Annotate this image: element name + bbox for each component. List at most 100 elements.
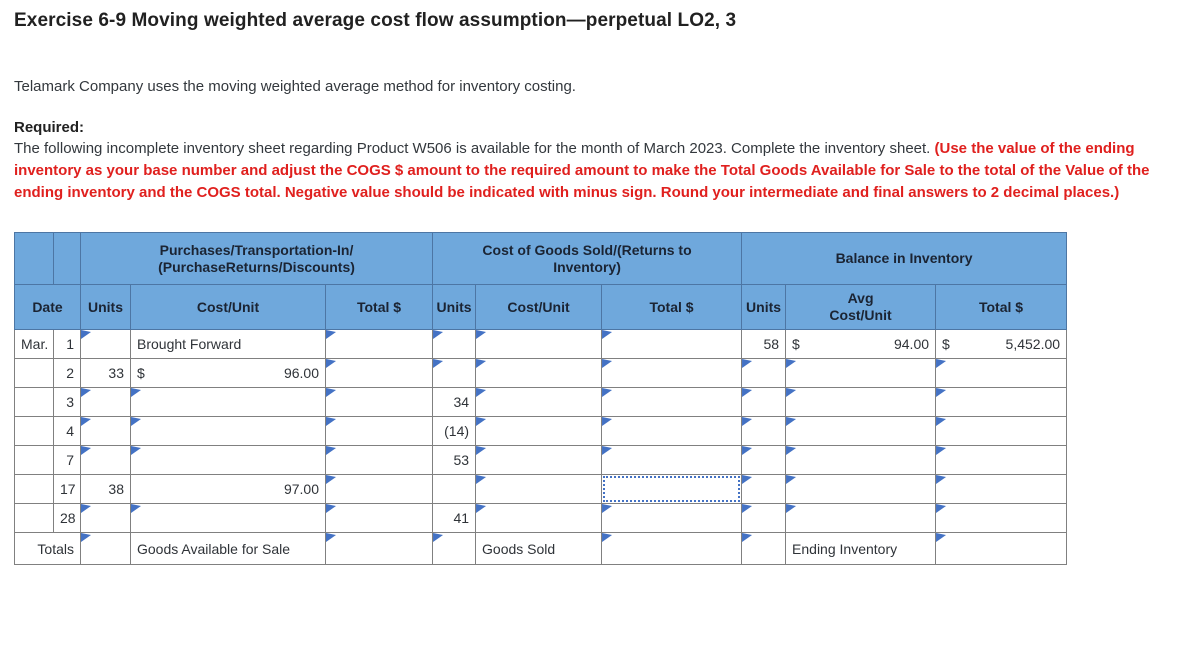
mar-2-purch-units-label: 33 (80, 358, 131, 388)
mar-1-purch-cost-unit-label: Brought Forward (130, 329, 326, 359)
mar-3-date-month-empty (14, 387, 54, 417)
required-instructions-red: (Use the value of the ending inventory a… (14, 140, 1150, 201)
mar-3-bal-units-input[interactable] (741, 387, 787, 417)
required-text: The following incomplete inventory sheet… (14, 140, 935, 157)
mar-3-cogs-cost-unit-input[interactable] (475, 387, 603, 417)
header-spacer-day (53, 232, 81, 285)
totals-cogs-units-input[interactable] (432, 532, 477, 565)
totals-cogs-cost-unit-label: Goods Sold (475, 532, 603, 565)
mar-4-bal-avg-cost-unit-input[interactable] (785, 416, 937, 446)
mar-17-date-month-empty (14, 474, 54, 504)
table-row-mar-7: 7 53 (14, 445, 1068, 475)
totals-purch-cost-unit-label: Goods Available for Sale (130, 532, 326, 565)
mar-28-bal-units-input[interactable] (741, 503, 787, 533)
mar-3-purch-units-input[interactable] (80, 387, 131, 417)
mar-7-cogs-cost-unit-input[interactable] (475, 445, 603, 475)
table-header: Purchases/Transportation-In/ (PurchaseRe… (14, 232, 1068, 330)
col-header-cogs-units: Units (432, 284, 477, 330)
mar-7-bal-units-input[interactable] (741, 445, 787, 475)
mar-1-date-day-label: 1 (53, 329, 81, 359)
col-header-cogs-total: Total $ (601, 284, 743, 330)
required-label: Required: (14, 119, 85, 136)
mar-7-date-day-label: 7 (53, 445, 81, 475)
mar-2-bal-avg-cost-unit-input[interactable] (785, 358, 937, 388)
inventory-sheet: Purchases/Transportation-In/ (PurchaseRe… (14, 232, 1181, 565)
totals-label-label: Totals (14, 532, 81, 565)
mar-7-cogs-total-input[interactable] (601, 445, 743, 475)
mar-7-purch-total-input[interactable] (324, 445, 434, 475)
mar-3-bal-avg-cost-unit-input[interactable] (785, 387, 937, 417)
mar-17-cogs-total-input-focused[interactable] (601, 474, 743, 504)
mar-3-purch-cost-unit-input[interactable] (130, 387, 326, 417)
table-row-mar-4: 4 (14) (14, 416, 1068, 446)
mar-2-cogs-cost-unit-input[interactable] (475, 358, 603, 388)
mar-3-bal-total-input[interactable] (935, 387, 1068, 417)
col-header-bal-avg-cost-unit: Avg Cost/Unit (785, 284, 937, 330)
mar-1-cogs-units-input[interactable] (432, 329, 477, 359)
totals-cogs-total-input[interactable] (601, 532, 743, 565)
table-row-mar-2: 2 33 $96.00 (14, 358, 1068, 388)
mar-7-bal-avg-cost-unit-input[interactable] (785, 445, 937, 475)
mar-4-purch-total-input[interactable] (324, 416, 434, 446)
page-title: Exercise 6-9 Moving weighted average cos… (14, 10, 737, 31)
mar-17-purch-cost-unit-label: 97.00 (130, 474, 326, 504)
mar-2-bal-units-input[interactable] (741, 358, 787, 388)
group-header-row: Purchases/Transportation-In/ (PurchaseRe… (14, 232, 1068, 285)
mar-2-cogs-total-input[interactable] (601, 358, 743, 388)
col-header-date: Date (14, 284, 81, 330)
mar-3-cogs-total-input[interactable] (601, 387, 743, 417)
mar-7-purch-cost-unit-input[interactable] (130, 445, 326, 475)
mar-17-bal-units-input[interactable] (741, 474, 787, 504)
mar-2-purch-total-input[interactable] (324, 358, 434, 388)
mar-4-cogs-total-input[interactable] (601, 416, 743, 446)
mar-2-date-day-label: 2 (53, 358, 81, 388)
mar-28-purch-units-input[interactable] (80, 503, 131, 533)
mar-4-bal-total-input[interactable] (935, 416, 1068, 446)
mar-7-purch-units-input[interactable] (80, 445, 131, 475)
inventory-table-body: Mar. 1 Brought Forward 58 $94.00 $5,452.00 2 33… (14, 329, 1068, 565)
mar-3-purch-total-input[interactable] (324, 387, 434, 417)
mar-28-cogs-units-label: 41 (432, 503, 477, 533)
mar-28-date-month-empty (14, 503, 54, 533)
mar-1-bal-avg-cost-unit-value: $94.00 (785, 329, 937, 359)
header-spacer-month (14, 232, 54, 285)
mar-4-cogs-units-label: (14) (432, 416, 477, 446)
mar-2-bal-total-input[interactable] (935, 358, 1068, 388)
exercise-page: Exercise 6-9 Moving weighted average cos… (0, 0, 1197, 565)
mar-1-cogs-total-input[interactable] (601, 329, 743, 359)
mar-4-cogs-cost-unit-input[interactable] (475, 416, 603, 446)
mar-1-cogs-cost-unit-input[interactable] (475, 329, 603, 359)
table-row-totals: Totals Goods Available for Sale Goods Sold… (14, 532, 1068, 565)
mar-17-cogs-units-empty (432, 474, 477, 504)
totals-purch-units-input[interactable] (80, 532, 131, 565)
mar-4-purch-units-input[interactable] (80, 416, 131, 446)
mar-4-bal-units-input[interactable] (741, 416, 787, 446)
table-row-mar-3: 3 34 (14, 387, 1068, 417)
totals-purch-total-input[interactable] (324, 532, 434, 565)
mar-28-bal-total-input[interactable] (935, 503, 1068, 533)
required-paragraph: The following incomplete inventory sheet… (14, 138, 1181, 204)
mar-1-purch-total-input[interactable] (324, 329, 434, 359)
mar-17-bal-total-input[interactable] (935, 474, 1068, 504)
mar-3-cogs-units-label: 34 (432, 387, 477, 417)
mar-7-cogs-units-label: 53 (432, 445, 477, 475)
table-row-mar-1: Mar. 1 Brought Forward 58 $94.00 $5,452.00 (14, 329, 1068, 359)
mar-28-bal-avg-cost-unit-input[interactable] (785, 503, 937, 533)
col-header-cogs-cost-unit: Cost/Unit (475, 284, 603, 330)
mar-17-purch-total-input[interactable] (324, 474, 434, 504)
totals-bal-units-input[interactable] (741, 532, 787, 565)
mar-28-cogs-cost-unit-input[interactable] (475, 503, 603, 533)
mar-1-purch-units-input[interactable] (80, 329, 131, 359)
totals-bal-total-input[interactable] (935, 532, 1068, 565)
mar-28-cogs-total-input[interactable] (601, 503, 743, 533)
mar-7-bal-total-input[interactable] (935, 445, 1068, 475)
mar-4-purch-cost-unit-input[interactable] (130, 416, 326, 446)
group-header-cogs: Cost of Goods Sold/(Returns to Inventory… (432, 232, 743, 285)
mar-4-date-day-label: 4 (53, 416, 81, 446)
mar-28-purch-total-input[interactable] (324, 503, 434, 533)
mar-17-cogs-cost-unit-input[interactable] (475, 474, 603, 504)
mar-28-purch-cost-unit-input[interactable] (130, 503, 326, 533)
column-header-row: Date Units Cost/Unit Total $ Units Cost/… (14, 284, 1068, 330)
mar-2-cogs-units-input[interactable] (432, 358, 477, 388)
mar-17-bal-avg-cost-unit-input[interactable] (785, 474, 937, 504)
